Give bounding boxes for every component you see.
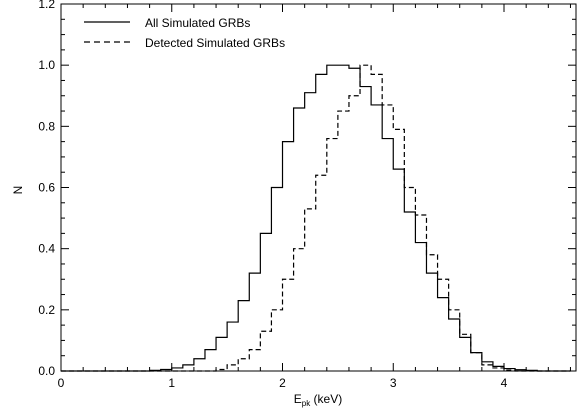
x-tick-labels: 0 1 2 3 4: [58, 376, 508, 390]
y-axis-title: N: [11, 186, 25, 195]
x-tick-label: 4: [501, 376, 508, 390]
x-tick-label: 3: [390, 376, 397, 390]
x-axis-title-main: E: [294, 392, 302, 406]
y-tick-label: 0.6: [38, 181, 55, 195]
axis-ticks: [60, 3, 576, 372]
x-axis-title-sub: pk: [302, 399, 311, 408]
x-tick-label: 0: [58, 376, 65, 390]
x-tick-label: 1: [168, 376, 175, 390]
series-group: [61, 64, 571, 372]
legend-label-all: All Simulated GRBs: [145, 16, 250, 30]
y-tick-label: 1.2: [38, 0, 55, 11]
x-tick-label: 2: [279, 376, 286, 390]
y-tick-label: 1.0: [38, 58, 55, 72]
y-tick-label: 0.8: [38, 119, 55, 133]
legend: All Simulated GRBs Detected Simulated GR…: [84, 16, 285, 50]
y-tick-labels: 0.0 0.2 0.4 0.6 0.8 1.0 1.2: [38, 0, 55, 378]
y-tick-label: 0.0: [38, 364, 55, 378]
y-tick-label: 0.2: [38, 303, 55, 317]
legend-label-detected: Detected Simulated GRBs: [145, 36, 285, 50]
plot-frame: [60, 3, 577, 372]
series-detected-simulated-grbs: [61, 64, 571, 372]
series-all-simulated-grbs: [61, 64, 571, 372]
y-tick-label: 0.4: [38, 242, 55, 256]
x-axis-title-unit: (keV): [310, 392, 342, 406]
x-axis-title: Epk (keV): [294, 392, 342, 408]
